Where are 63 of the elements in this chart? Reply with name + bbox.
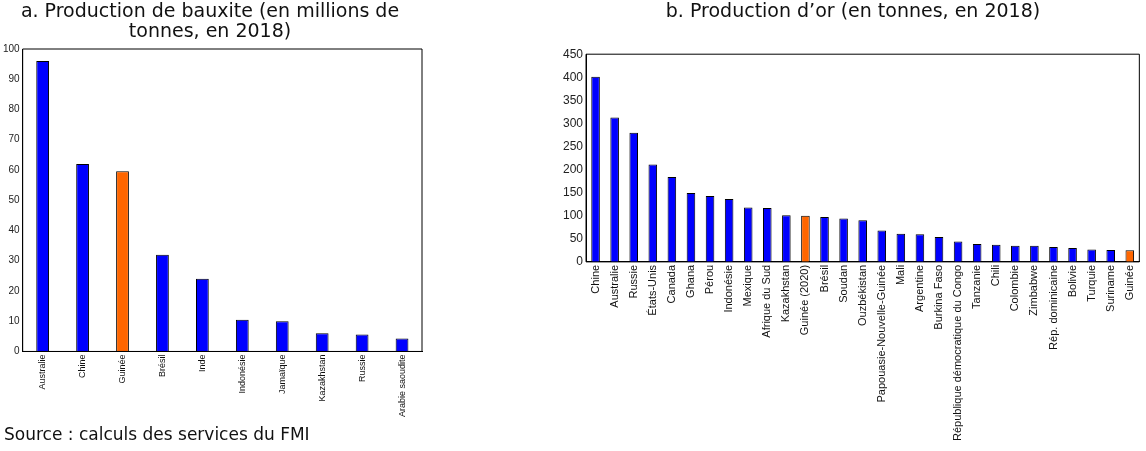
x-tick-label: Zimbabwe [1027,264,1040,316]
y-tick-label: 0 [14,345,21,357]
x-tick-label: République démocratique du Congo [951,264,964,441]
y-tick-label: 70 [8,133,21,145]
chart-title: b. Production d’or (en tonnes, en 2018) [664,0,1042,23]
y-tick-label: 0 [576,254,584,269]
y-tick-label: 450 [562,46,584,61]
x-tick-label: Pérou [703,264,716,295]
x-tick-label: Soudan [836,264,849,303]
x-tick-label: Afrique du Sud [760,264,773,338]
x-tick-label: Arabie saoudite [396,354,407,417]
x-tick-label: Mali [893,264,906,286]
y-tick-label: 80 [8,103,21,115]
y-tick-label: 100 [562,208,584,223]
x-tick-label: Burkina Faso [932,264,945,330]
x-tick-label: Indonésie [236,354,247,394]
x-tick-label: Canada [664,264,677,304]
y-tick-label: 20 [8,284,21,296]
x-tick-label: Russie [626,264,639,299]
x-tick-label: Inde [196,354,207,372]
x-tick-label: Indonésie [722,264,735,313]
x-tick-label: Jamaïque [276,354,287,394]
y-tick-label: 60 [8,163,21,175]
x-tick-label: Argentine [912,264,925,312]
x-tick-label: Turquie [1084,264,1097,302]
x-tick-label: Chine [77,354,88,378]
y-tick-label: 200 [562,161,584,176]
y-tick-label: 40 [8,224,21,236]
x-tick-label: Kazakhstan [779,264,792,323]
x-tick-label: Chili [989,264,1002,287]
x-tick-label: Australie [607,264,620,308]
y-tick-label: 30 [8,254,21,266]
x-tick-label: Kazakhstan [316,354,327,402]
y-tick-label: 50 [569,231,584,246]
x-tick-label: Guinée (2020) [798,264,811,336]
y-tick-label: 400 [562,69,584,84]
x-tick-label: Ouzbékistan [855,264,868,327]
x-tick-label: Rép. dominicaine [1046,264,1059,350]
x-tick-label: Guinée [117,354,127,384]
x-tick-label: Brésil [156,354,167,377]
y-tick-label: 50 [8,193,21,205]
x-tick-label: Guinée [1122,264,1135,301]
y-tick-label: 150 [562,184,584,199]
x-tick-label: Papouasie-Nouvelle-Guinée [874,264,887,403]
y-tick-label: 100 [3,42,21,54]
source-note: Source : calculs des services du FMI [4,424,310,444]
y-tick-label: 90 [8,73,21,84]
x-tick-label: Tanzanie [970,264,983,309]
y-tick-label: 350 [562,92,584,107]
x-tick-label: Brésil [817,264,830,293]
chart-title: a. Production de bauxite (en millions de tonnes, en 2018) [19,0,401,41]
x-tick-label: Mexique [741,264,754,307]
x-tick-label: Colombie [1008,264,1021,312]
y-tick-label: 250 [562,138,584,153]
x-tick-label: États-Unis [645,264,658,316]
x-tick-label: Australie [37,354,48,390]
y-tick-label: 10 [8,314,21,326]
y-tick-label: 300 [562,115,584,130]
x-tick-label: Chine [588,264,601,294]
x-tick-label: Suriname [1103,264,1116,312]
x-tick-label: Bolivie [1065,264,1078,298]
x-tick-label: Ghana [683,264,696,298]
x-tick-label: Russie [356,354,367,382]
